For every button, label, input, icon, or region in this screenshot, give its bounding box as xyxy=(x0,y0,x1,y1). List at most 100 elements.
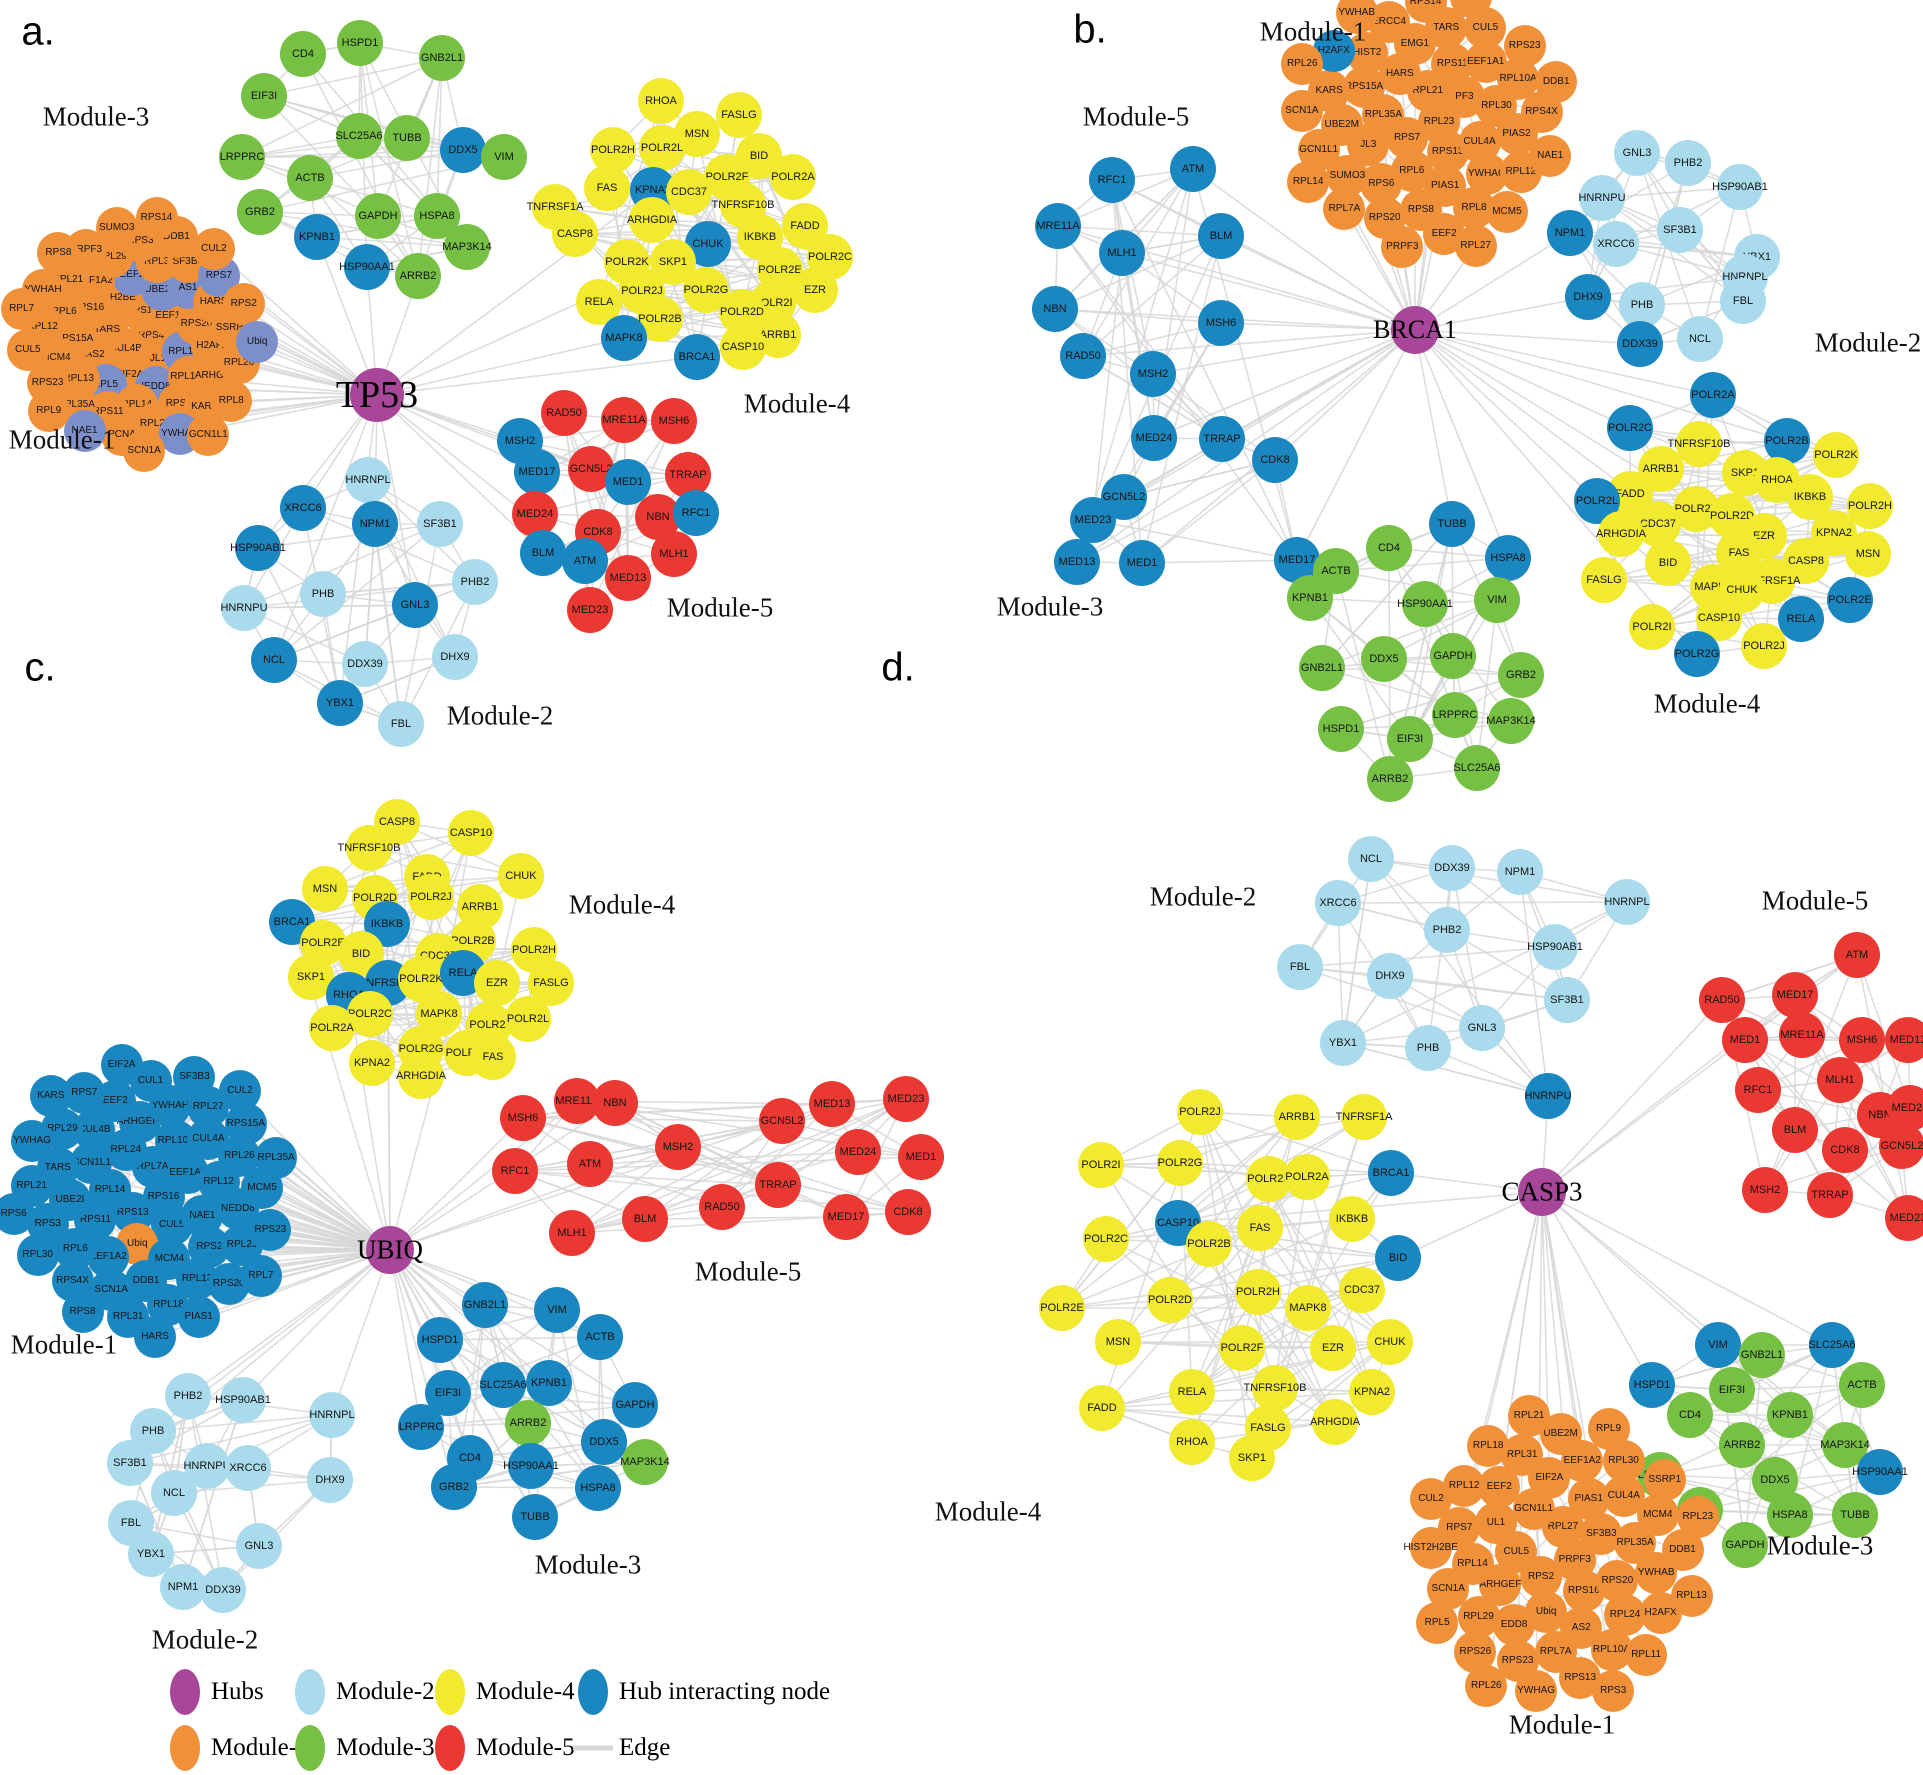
protein-label: RPS15A xyxy=(54,332,94,344)
protein-label: SF3B3 xyxy=(172,255,204,267)
protein-label: POLR2F xyxy=(445,1046,489,1059)
protein-label: Ubiq xyxy=(127,1238,148,1250)
protein-node-mre11a: MRE11A xyxy=(1779,1012,1825,1058)
edge xyxy=(376,356,698,396)
protein-label: POLR2A xyxy=(1691,388,1735,401)
protein-node-ddx5: DDX5 xyxy=(1361,636,1407,682)
protein-node-gapdh: GAPDH xyxy=(1430,633,1476,679)
protein-label: RPL11 xyxy=(1631,1648,1662,1660)
protein-node-ddx5: DDX5 xyxy=(440,127,486,173)
protein-label: TARS xyxy=(94,324,121,336)
protein-node-ezr: EZR xyxy=(474,960,520,1006)
protein-label: PHB2 xyxy=(173,1389,203,1402)
protein-label: EIF3I xyxy=(434,1386,462,1399)
protein-node-ncl: NCL xyxy=(151,1470,197,1516)
protein-label: VIM xyxy=(494,150,514,163)
edge xyxy=(1220,322,1416,331)
protein-label: YWHAG xyxy=(161,428,199,440)
protein-label: RPS23 xyxy=(254,1223,287,1235)
protein-node-rpl12: RPL12 xyxy=(1443,1464,1486,1507)
protein-label: RPS3 xyxy=(34,1217,61,1229)
protein-node-med17: MED17 xyxy=(514,449,560,495)
protein-label: RPL10A xyxy=(157,1134,195,1146)
protein-node-msh2: MSH2 xyxy=(655,1124,701,1170)
protein-node-rps8: RPS8 xyxy=(37,232,80,275)
module-label-c-module-2: Module-2 xyxy=(151,1624,259,1655)
protein-label: PRPF3 xyxy=(1558,1554,1591,1565)
protein-label: KPNA2 xyxy=(353,1056,391,1069)
protein-node-med13: MED13 xyxy=(1054,539,1100,585)
protein-node-rfc1: RFC1 xyxy=(1089,157,1135,203)
protein-label: EZR xyxy=(804,283,826,296)
protein-node-ul1: UL1 xyxy=(1474,1501,1517,1544)
protein-node-msn: MSN xyxy=(1845,531,1891,577)
protein-node-rela: RELA xyxy=(1169,1369,1215,1415)
protein-node-grb2: GRB2 xyxy=(1498,652,1544,698)
protein-node-msh2: MSH2 xyxy=(1130,351,1176,397)
protein-node-ddx39: DDX39 xyxy=(1429,845,1475,891)
protein-node-rpl26: RPL26 xyxy=(1281,42,1324,85)
protein-label: POLR2D xyxy=(1709,509,1755,522)
protein-node-hsp90ab1: HSP90AB1 xyxy=(230,525,286,571)
protein-node-tnfrsf10b: TNFRSF10B xyxy=(338,825,400,871)
panel-d-letter: d. xyxy=(881,645,915,690)
protein-label: EDD8 xyxy=(1500,1619,1528,1631)
protein-node-rpl11: RPL11 xyxy=(1625,1633,1668,1676)
protein-node-ncl: NCL xyxy=(251,637,297,683)
protein-node-hsp90ab1: HSP90AB1 xyxy=(1712,164,1768,210)
protein-node-arhgdia: ARHGDIA xyxy=(396,1053,446,1099)
legend-label-module-5: Module-5 xyxy=(476,1734,575,1761)
protein-node-cd4: CD4 xyxy=(1667,1392,1713,1438)
protein-label: SCN1A xyxy=(94,1283,128,1295)
protein-label: RPL10A xyxy=(170,371,208,383)
protein-node-hnrnpl: HNRNPL xyxy=(1604,879,1650,925)
edge xyxy=(389,1249,455,1488)
protein-node-polr2a: POLR2A xyxy=(1284,1154,1330,1200)
protein-node-polr2g: POLR2G xyxy=(1157,1140,1203,1186)
protein-label: TARS xyxy=(1433,21,1460,33)
protein-label: ACTB xyxy=(295,171,325,184)
protein-node-npm1: NPM1 xyxy=(160,1564,206,1610)
edge xyxy=(1082,235,1222,357)
protein-label: RPL7A xyxy=(1539,1646,1572,1658)
protein-node-polr2e: POLR2E xyxy=(1039,1285,1085,1331)
protein-label: MED24 xyxy=(839,1145,877,1158)
protein-label: YWHAH xyxy=(151,1100,189,1112)
protein-label: EEF1A2 xyxy=(1563,1455,1601,1466)
edge xyxy=(1342,1042,1549,1097)
protein-label: MCM5 xyxy=(1492,206,1522,218)
edge xyxy=(1370,858,1549,1097)
protein-label: MAP3K14 xyxy=(1820,1438,1870,1451)
protein-label: MED24 xyxy=(516,507,554,520)
protein-label: MSH2 xyxy=(504,434,536,447)
edge xyxy=(187,1249,391,1397)
protein-label: DHX9 xyxy=(315,1473,345,1486)
protein-node-phb2: PHB2 xyxy=(1424,907,1470,953)
edge xyxy=(644,1098,907,1220)
edge xyxy=(1342,858,1372,1044)
edge xyxy=(1296,329,1416,561)
protein-label: PRPF3 xyxy=(69,244,103,256)
protein-label: DDX5 xyxy=(1369,652,1399,665)
protein-node-mlh1: MLH1 xyxy=(1817,1057,1863,1103)
protein-node-npm1: NPM1 xyxy=(1497,849,1543,895)
protein-label: MAPK8 xyxy=(420,1007,458,1020)
protein-label: POLR2B xyxy=(1187,1237,1231,1250)
protein-label: LRPPRC xyxy=(219,150,265,163)
edge xyxy=(1082,355,1223,440)
protein-label: NEDD8 xyxy=(221,1202,255,1214)
protein-node-mlh1: MLH1 xyxy=(549,1210,595,1256)
protein-node-actb: ACTB xyxy=(287,155,333,201)
protein-label: ARHGEF xyxy=(1479,1578,1522,1590)
edge xyxy=(324,832,472,890)
protein-node-rpl12: RPL12 xyxy=(1499,151,1542,194)
protein-label: KARS xyxy=(1315,85,1343,97)
protein-label: MED23 xyxy=(1889,1211,1923,1224)
edge xyxy=(1274,329,1416,461)
protein-label: RPL5 xyxy=(92,379,118,391)
protein-label: RPL24 xyxy=(1609,1608,1641,1620)
protein-label: RPS3 xyxy=(127,234,154,246)
module-label-d-module-3: Module-3 xyxy=(1766,1530,1874,1561)
protein-node-blm: BLM xyxy=(1772,1107,1818,1153)
edge xyxy=(1057,225,1222,237)
